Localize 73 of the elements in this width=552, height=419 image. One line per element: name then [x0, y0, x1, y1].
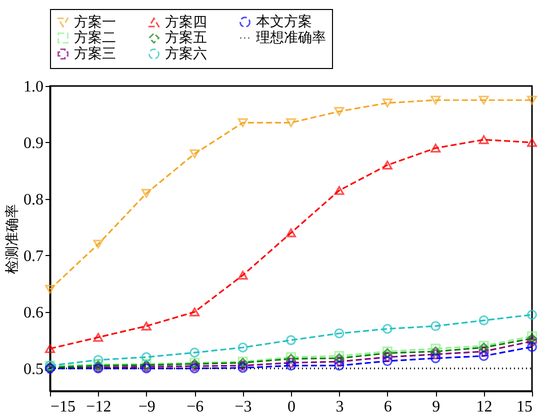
- y-tick-label: 0.8: [24, 191, 44, 208]
- legend-label: 方案三: [74, 45, 116, 62]
- point: [382, 160, 392, 170]
- x-tick-label: 12: [476, 398, 492, 416]
- point: [141, 352, 152, 362]
- x-tick-label: 6: [384, 398, 392, 416]
- point: [190, 149, 200, 158]
- point: [334, 186, 344, 195]
- y-axis-title: 检测准确率: [4, 204, 20, 274]
- point: [430, 346, 441, 356]
- x-tick-label: 15: [516, 398, 532, 416]
- point: [93, 354, 104, 365]
- point: [286, 358, 296, 368]
- point: [430, 96, 441, 105]
- point: [141, 188, 152, 198]
- point: [286, 118, 296, 128]
- point: [478, 96, 489, 105]
- x-tick-label: 3: [336, 398, 344, 416]
- x-tick-label: −3: [234, 398, 252, 416]
- point: [334, 106, 344, 116]
- x-tick-label: 9: [432, 398, 440, 416]
- point: [527, 342, 537, 352]
- point: [430, 344, 441, 354]
- y-tick-label: 0.5: [24, 360, 44, 378]
- point: [478, 351, 489, 361]
- x-tick-label: −15: [50, 398, 76, 416]
- point: [478, 346, 489, 356]
- x-tick-label: −12: [86, 398, 112, 416]
- y-tick-label: 1.0: [24, 78, 44, 96]
- legend-label: 方案六: [165, 45, 207, 62]
- point: [93, 332, 104, 342]
- y-tick-label: 0.9: [24, 134, 44, 152]
- point: [45, 284, 55, 294]
- y-tick-label: 0.6: [24, 304, 44, 322]
- point: [430, 321, 441, 332]
- x-tick-label: 0: [288, 398, 296, 416]
- point: [527, 310, 537, 320]
- point: [478, 135, 489, 144]
- point: [527, 96, 537, 105]
- point: [286, 228, 296, 238]
- x-tick-label: −9: [138, 398, 156, 416]
- legend-label: 方案一: [74, 13, 116, 30]
- point: [141, 322, 152, 330]
- point: [334, 353, 344, 364]
- x-tick-label: −6: [186, 398, 204, 416]
- point: [334, 360, 344, 371]
- point: [527, 336, 537, 346]
- legend-label: 方案五: [165, 29, 207, 46]
- point: [382, 324, 392, 334]
- point: [190, 308, 200, 316]
- legend-label: 方案二: [74, 29, 116, 46]
- point: [238, 118, 248, 128]
- point: [430, 144, 441, 153]
- point: [334, 328, 344, 338]
- point: [430, 353, 441, 364]
- point: [93, 240, 104, 249]
- point: [238, 270, 248, 280]
- point: [45, 344, 55, 354]
- point: [190, 348, 200, 358]
- legend-label: 方案四: [165, 13, 207, 30]
- legend-label: 理想准确率: [256, 30, 326, 46]
- point: [527, 138, 537, 147]
- point: [286, 360, 296, 371]
- point: [382, 352, 392, 362]
- point: [478, 315, 489, 326]
- point: [382, 98, 392, 108]
- point: [238, 342, 248, 352]
- point: [286, 335, 296, 346]
- legend-label: 本文方案: [256, 13, 312, 30]
- point: [382, 356, 392, 366]
- point: [334, 356, 344, 367]
- y-tick-label: 0.7: [24, 248, 44, 265]
- point: [430, 349, 441, 360]
